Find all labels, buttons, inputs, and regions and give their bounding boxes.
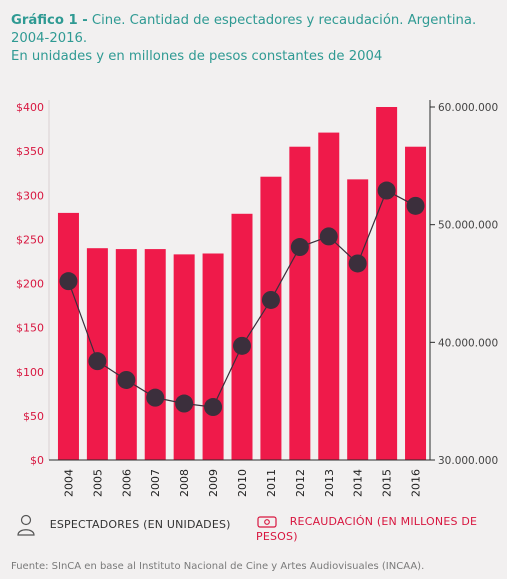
left-axis-tick-label: $50 [23, 410, 44, 423]
left-axis-tick-label: $0 [30, 454, 44, 467]
bar-recaudacion [318, 132, 340, 460]
x-axis-tick-label: 2013 [323, 469, 336, 497]
legend-espectadores: ESPECTADORES (EN UNIDADES) [16, 514, 231, 536]
x-axis-tick-label: 2011 [265, 469, 278, 497]
point-espectadores [175, 394, 194, 413]
left-axis-tick-label: $300 [16, 189, 44, 202]
left-axis-tick-label: $150 [16, 322, 44, 335]
x-axis-tick-label: 2005 [91, 469, 104, 497]
point-espectadores [117, 370, 136, 389]
bar-recaudacion [260, 176, 282, 460]
point-espectadores [261, 290, 280, 309]
left-axis-tick-label: $400 [16, 101, 44, 114]
point-espectadores [377, 181, 396, 200]
right-axis-tick-label: 40.000.000 [438, 337, 498, 349]
x-axis-tick-label: 2008 [178, 469, 191, 497]
x-axis-tick-label: 2006 [120, 469, 133, 497]
left-axis-tick-label: $250 [16, 233, 44, 246]
point-espectadores [319, 227, 338, 246]
legend-espectadores-label: ESPECTADORES (EN UNIDADES) [49, 518, 231, 531]
legend-recaudacion-label: RECAUDACIÓN (EN MILLONES DE PESOS) [256, 515, 478, 543]
x-axis-tick-label: 2010 [236, 469, 249, 497]
right-axis-tick-label: 60.000.000 [438, 102, 498, 114]
point-espectadores [348, 254, 367, 273]
point-espectadores [59, 272, 78, 291]
x-axis-tick-label: 2004 [62, 469, 75, 497]
point-espectadores [88, 352, 107, 371]
point-espectadores [406, 196, 425, 215]
chart-title-text: Cine. Cantidad de espectadores y recauda… [11, 13, 477, 46]
x-axis-tick-label: 2012 [294, 469, 307, 497]
person-icon [17, 514, 35, 536]
x-axis-tick-label: 2009 [207, 469, 220, 497]
right-axis-tick-label: 50.000.000 [438, 220, 498, 232]
chart-title: Gráfico 1 - Cine. Cantidad de espectador… [11, 12, 501, 66]
x-axis-tick-label: 2015 [381, 469, 394, 497]
x-axis-tick-label: 2016 [410, 469, 423, 497]
x-axis-tick-label: 2014 [352, 469, 365, 497]
cash-icon [257, 516, 277, 528]
bar-recaudacion [144, 249, 166, 460]
bar-recaudacion [405, 146, 427, 460]
bar-recaudacion [202, 253, 224, 460]
chart-subtitle: En unidades y en millones de pesos const… [11, 49, 383, 64]
point-espectadores [204, 398, 223, 417]
bar-recaudacion [115, 249, 137, 460]
x-axis-tick-label: 2007 [149, 469, 162, 497]
left-axis-tick-label: $100 [16, 366, 44, 379]
bar-recaudacion [57, 212, 79, 460]
bar-recaudacion [347, 179, 369, 461]
point-espectadores [233, 336, 251, 355]
bar-recaudacion [376, 107, 398, 460]
left-axis-tick-label: $350 [16, 145, 44, 158]
bar-recaudacion [173, 254, 195, 460]
legend-recaudacion: RECAUDACIÓN (EN MILLONES DE PESOS) [256, 514, 507, 543]
left-axis-tick-label: $200 [16, 278, 44, 291]
chart-title-lead: Gráfico 1 - [11, 13, 88, 28]
point-espectadores [146, 388, 165, 407]
right-axis-tick-label: 30.000.000 [438, 455, 498, 467]
bar-recaudacion [289, 146, 311, 460]
source-note: Fuente: SInCA en base al Instituto Nacio… [11, 561, 425, 572]
point-espectadores [290, 238, 309, 257]
